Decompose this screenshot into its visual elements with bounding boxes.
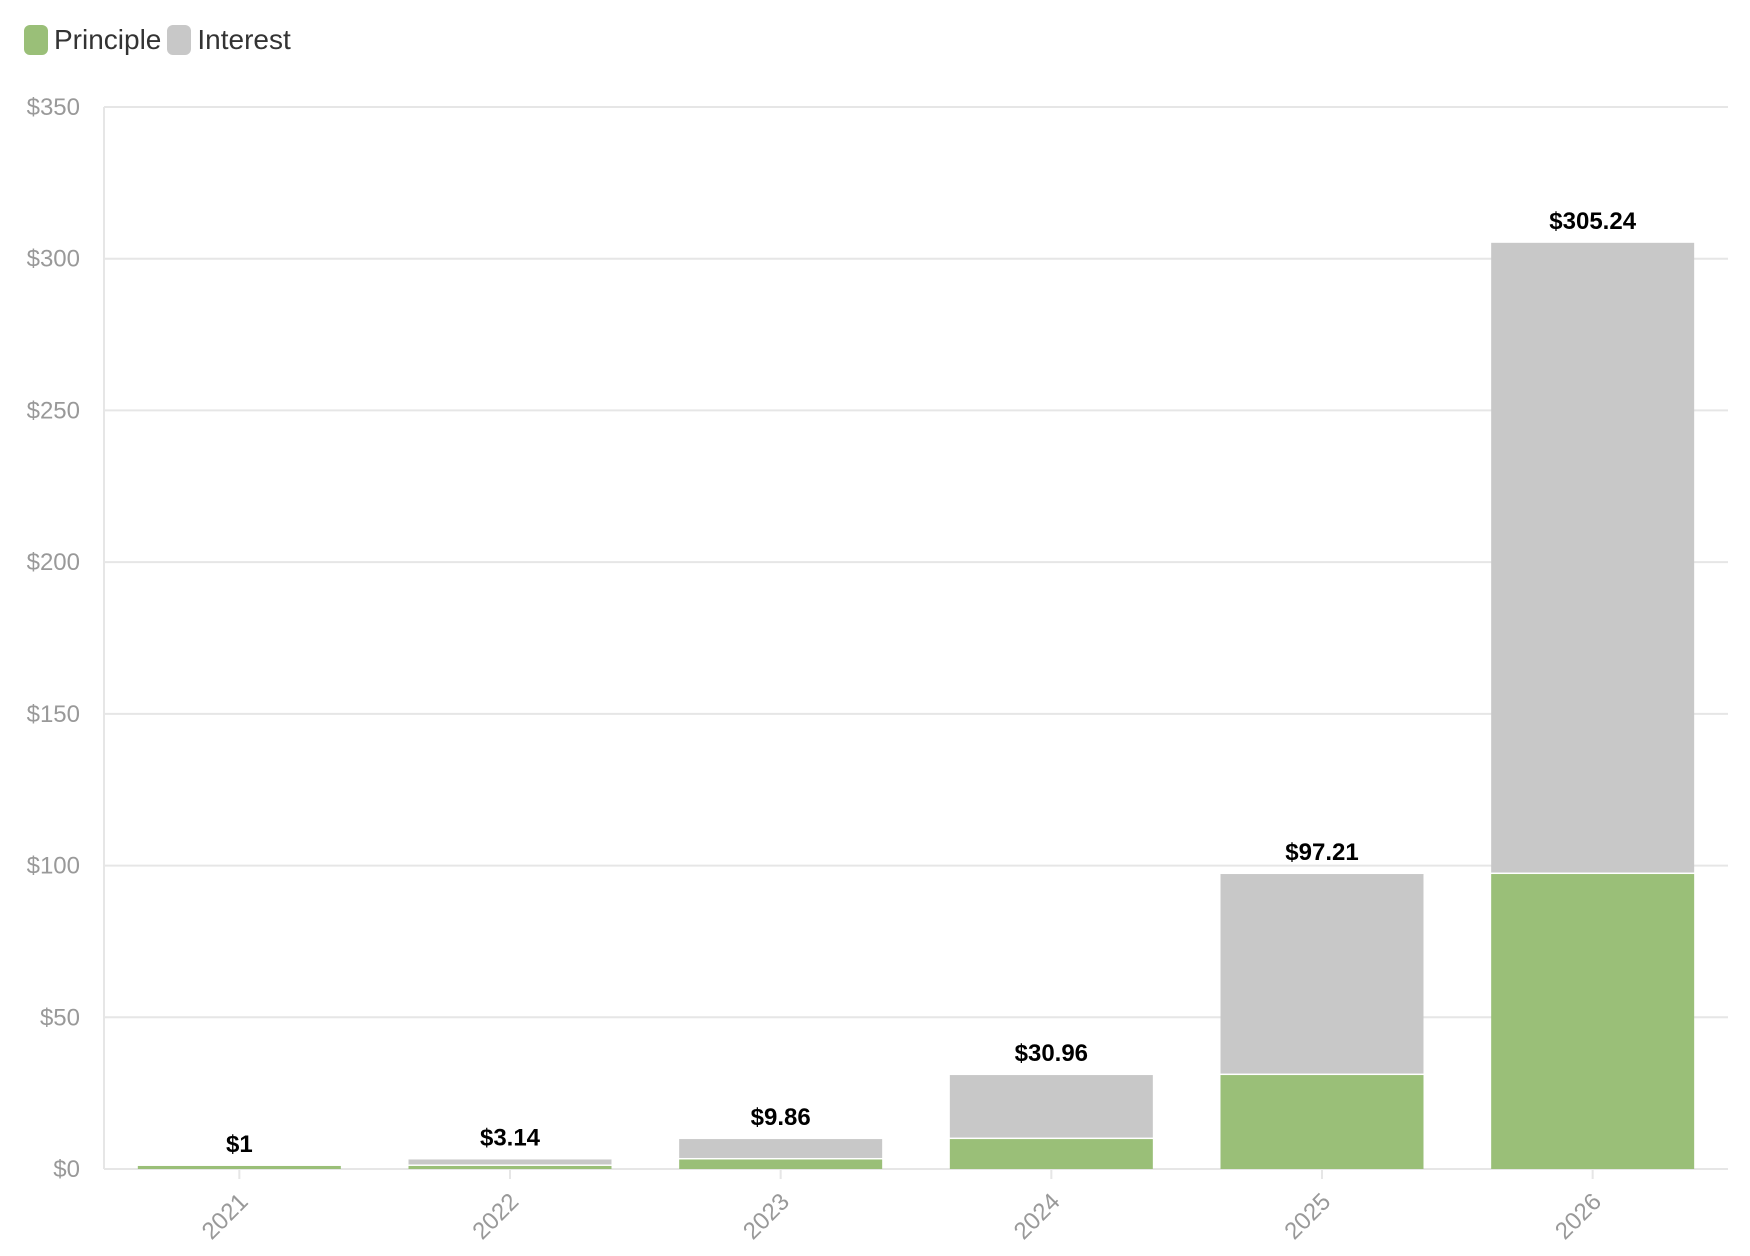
y-tick-label: $300	[27, 246, 80, 273]
bar-principle-2026	[1491, 874, 1695, 1169]
chart-legend: Principle Interest	[24, 22, 297, 58]
x-tick-label: 2025	[1279, 1188, 1336, 1245]
bar-principle-2025	[1220, 1075, 1424, 1169]
x-tick-label: 2026	[1550, 1188, 1607, 1245]
total-value-label: $9.86	[751, 1104, 811, 1131]
legend-swatch-interest	[167, 25, 192, 55]
total-value-label: $97.21	[1285, 839, 1358, 866]
x-tick-label: 2023	[738, 1188, 795, 1245]
bar-interest-2024	[949, 1075, 1153, 1138]
bar-principle-2022	[408, 1165, 612, 1169]
legend-swatch-principle	[24, 25, 48, 55]
legend-item-principle[interactable]: Principle	[24, 24, 161, 56]
bar-principle-2023	[679, 1159, 883, 1169]
total-value-label: $30.96	[1015, 1040, 1088, 1067]
x-tick-label: 2022	[467, 1188, 524, 1245]
bar-interest-2025	[1220, 874, 1424, 1074]
bar-principle-2021	[137, 1165, 341, 1169]
bar-interest-2026	[1491, 242, 1695, 873]
bar-principle-2024	[949, 1139, 1153, 1169]
total-value-label: $3.14	[480, 1124, 541, 1151]
y-tick-label: $0	[53, 1156, 80, 1183]
y-tick-label: $250	[27, 397, 80, 424]
bar-interest-2022	[408, 1159, 612, 1165]
x-tick-label: 2024	[1009, 1188, 1066, 1245]
y-tick-label: $150	[27, 701, 80, 728]
y-tick-label: $350	[27, 94, 80, 121]
bar-interest-2023	[679, 1139, 883, 1158]
x-tick-label: 2021	[197, 1188, 254, 1245]
total-value-label: $305.24	[1549, 208, 1636, 235]
y-tick-label: $50	[40, 1004, 80, 1031]
y-tick-label: $100	[27, 853, 80, 880]
total-value-label: $1	[226, 1131, 253, 1158]
legend-label-interest: Interest	[197, 24, 291, 55]
legend-item-interest[interactable]: Interest	[167, 24, 291, 56]
legend-label-principle: Principle	[54, 24, 162, 55]
y-tick-label: $200	[27, 549, 80, 576]
